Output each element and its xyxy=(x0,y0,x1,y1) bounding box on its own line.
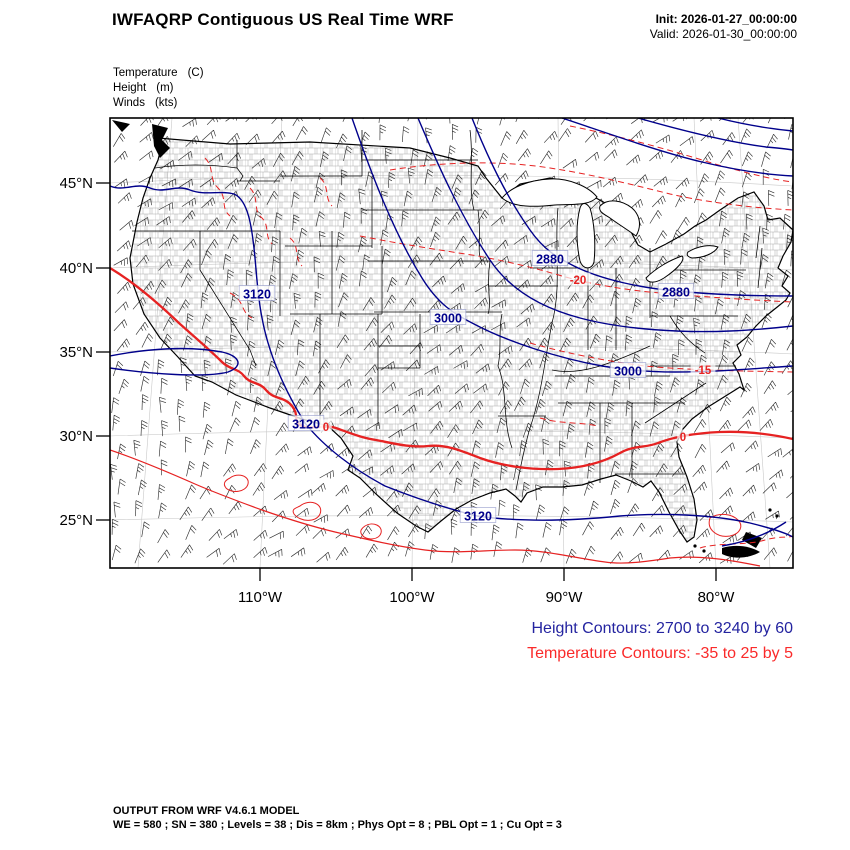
map-canvas: 3120312031203000300028802880-20-150045°N… xyxy=(59,117,794,606)
temp-contour-label: 0 xyxy=(680,432,686,444)
legend-height-name: Height xyxy=(113,82,147,94)
legend-row-temperature: Temperature (C) xyxy=(113,66,204,81)
contour-captions: Height Contours: 2700 to 3240 by 60 Temp… xyxy=(527,616,793,666)
temp-contour-label: -20 xyxy=(570,275,587,287)
us-contour-map: 3120 3120 3120 3000 3000 2880 2880 -20 -15 0 0 45°N… xyxy=(59,110,805,615)
temp-contour-label: 0 xyxy=(323,422,329,434)
height-contour-caption: Height Contours: 2700 to 3240 by 60 xyxy=(531,620,793,637)
us-landmass xyxy=(130,138,793,542)
zero-degree-contour xyxy=(110,267,793,471)
height-contour-label: 3120 xyxy=(292,418,320,432)
lon-tick-label: 90°W xyxy=(546,589,584,606)
height-contour-label: 3000 xyxy=(614,365,642,379)
legend-winds-name: Winds xyxy=(113,97,145,109)
lon-tick-label: 100°W xyxy=(389,589,435,606)
wind-barbs xyxy=(110,118,793,565)
height-contour-label: 3120 xyxy=(243,288,271,302)
lat-tick-label: 35°N xyxy=(60,344,93,361)
lat-tick-label: 25°N xyxy=(60,512,93,529)
lat-tick-label: 45°N xyxy=(60,175,93,192)
run-times: Init: 2026-01-27_00:00:00 Valid: 2026-01… xyxy=(650,12,797,42)
footer-config-line: WE = 580 ; SN = 380 ; Levels = 38 ; Dis … xyxy=(113,819,562,831)
temperature-contour-caption: Temperature Contours: -35 to 25 by 5 xyxy=(527,645,793,662)
great-lakes xyxy=(501,178,719,283)
valid-time: Valid: 2026-01-30_00:00:00 xyxy=(649,27,797,41)
field-legend: Temperature (C) Height (m) Winds (kts) xyxy=(113,66,204,111)
lat-tick-label: 40°N xyxy=(60,260,93,277)
page-title: IWFAQRP Contiguous US Real Time WRF xyxy=(112,10,454,29)
legend-row-height: Height (m) xyxy=(113,81,204,96)
temp-contour-label: -15 xyxy=(695,365,712,377)
model-footer: OUTPUT FROM WRF V4.6.1 MODEL WE = 580 ; … xyxy=(113,804,562,832)
lon-tick-label: 80°W xyxy=(698,589,736,606)
legend-height-unit: (m) xyxy=(156,82,174,94)
height-contour-label: 3120 xyxy=(464,510,492,524)
map-content: 3120 3120 3120 3000 3000 2880 2880 -20 -15 0 0 xyxy=(110,118,793,568)
init-time: Init: 2026-01-27_00:00:00 xyxy=(655,12,797,26)
map-axes: 45°N 40°N 35°N 30°N 25°N 110°W 100°W 90°W 80°W xyxy=(59,175,736,606)
footer-model-line: OUTPUT FROM WRF V4.6.1 MODEL xyxy=(113,805,300,817)
height-contour-label: 2880 xyxy=(662,286,690,300)
lat-tick-label: 30°N xyxy=(60,428,93,445)
legend-winds-unit: (kts) xyxy=(154,97,178,109)
map-frame xyxy=(109,117,794,569)
legend-temperature-unit: (C) xyxy=(187,67,204,79)
legend-temperature-name: Temperature xyxy=(113,67,178,79)
lon-tick-label: 110°W xyxy=(238,589,283,606)
height-contour-label: 2880 xyxy=(536,253,564,267)
height-contour-label: 3000 xyxy=(434,312,462,326)
temperature-contours xyxy=(110,125,793,567)
coastal-landmarks xyxy=(112,120,779,558)
contour-label-layer: 3120 3120 3120 3000 3000 2880 2880 -20 -15 0 0 xyxy=(238,250,716,524)
legend-row-winds: Winds (kts) xyxy=(113,96,204,111)
